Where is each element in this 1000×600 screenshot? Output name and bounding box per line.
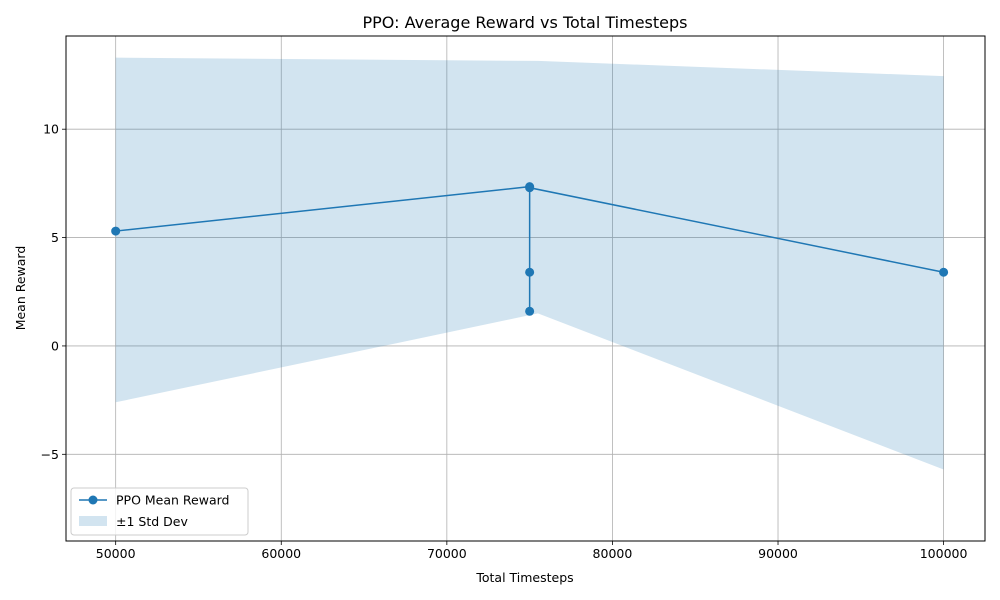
x-tick-label: 80000 <box>593 546 633 561</box>
y-tick-label: 5 <box>51 230 59 245</box>
data-point <box>939 267 949 277</box>
y-tick-label: −5 <box>41 447 59 462</box>
x-tick-label: 60000 <box>261 546 301 561</box>
x-tick-label: 90000 <box>758 546 798 561</box>
data-point <box>111 226 121 236</box>
x-axis-label: Total Timesteps <box>475 570 573 585</box>
legend-band-swatch <box>79 516 107 526</box>
legend-marker-swatch <box>88 495 98 505</box>
data-points <box>111 182 949 316</box>
y-tick-label: 0 <box>51 338 59 353</box>
x-tick-label: 70000 <box>427 546 467 561</box>
data-point <box>525 267 535 277</box>
chart-title: PPO: Average Reward vs Total Timesteps <box>363 13 688 32</box>
y-axis-label: Mean Reward <box>13 246 28 331</box>
plot-frame <box>65 35 986 542</box>
legend-box <box>70 487 249 536</box>
legend-label-mean: PPO Mean Reward <box>116 493 229 508</box>
x-axis-ticks: 50000 60000 70000 80000 90000 100000 <box>96 541 968 561</box>
legend-label-band: ±1 Std Dev <box>116 514 188 529</box>
grid-lines <box>66 36 985 541</box>
x-tick-label: 50000 <box>96 546 136 561</box>
mean-reward-line <box>115 185 944 312</box>
y-tick-label: 10 <box>43 122 59 137</box>
legend: PPO Mean Reward ±1 Std Dev <box>70 487 249 536</box>
data-point <box>525 306 535 316</box>
data-point <box>525 183 535 193</box>
y-axis-ticks: −5 0 5 10 <box>41 122 66 462</box>
x-tick-label: 100000 <box>920 546 968 561</box>
